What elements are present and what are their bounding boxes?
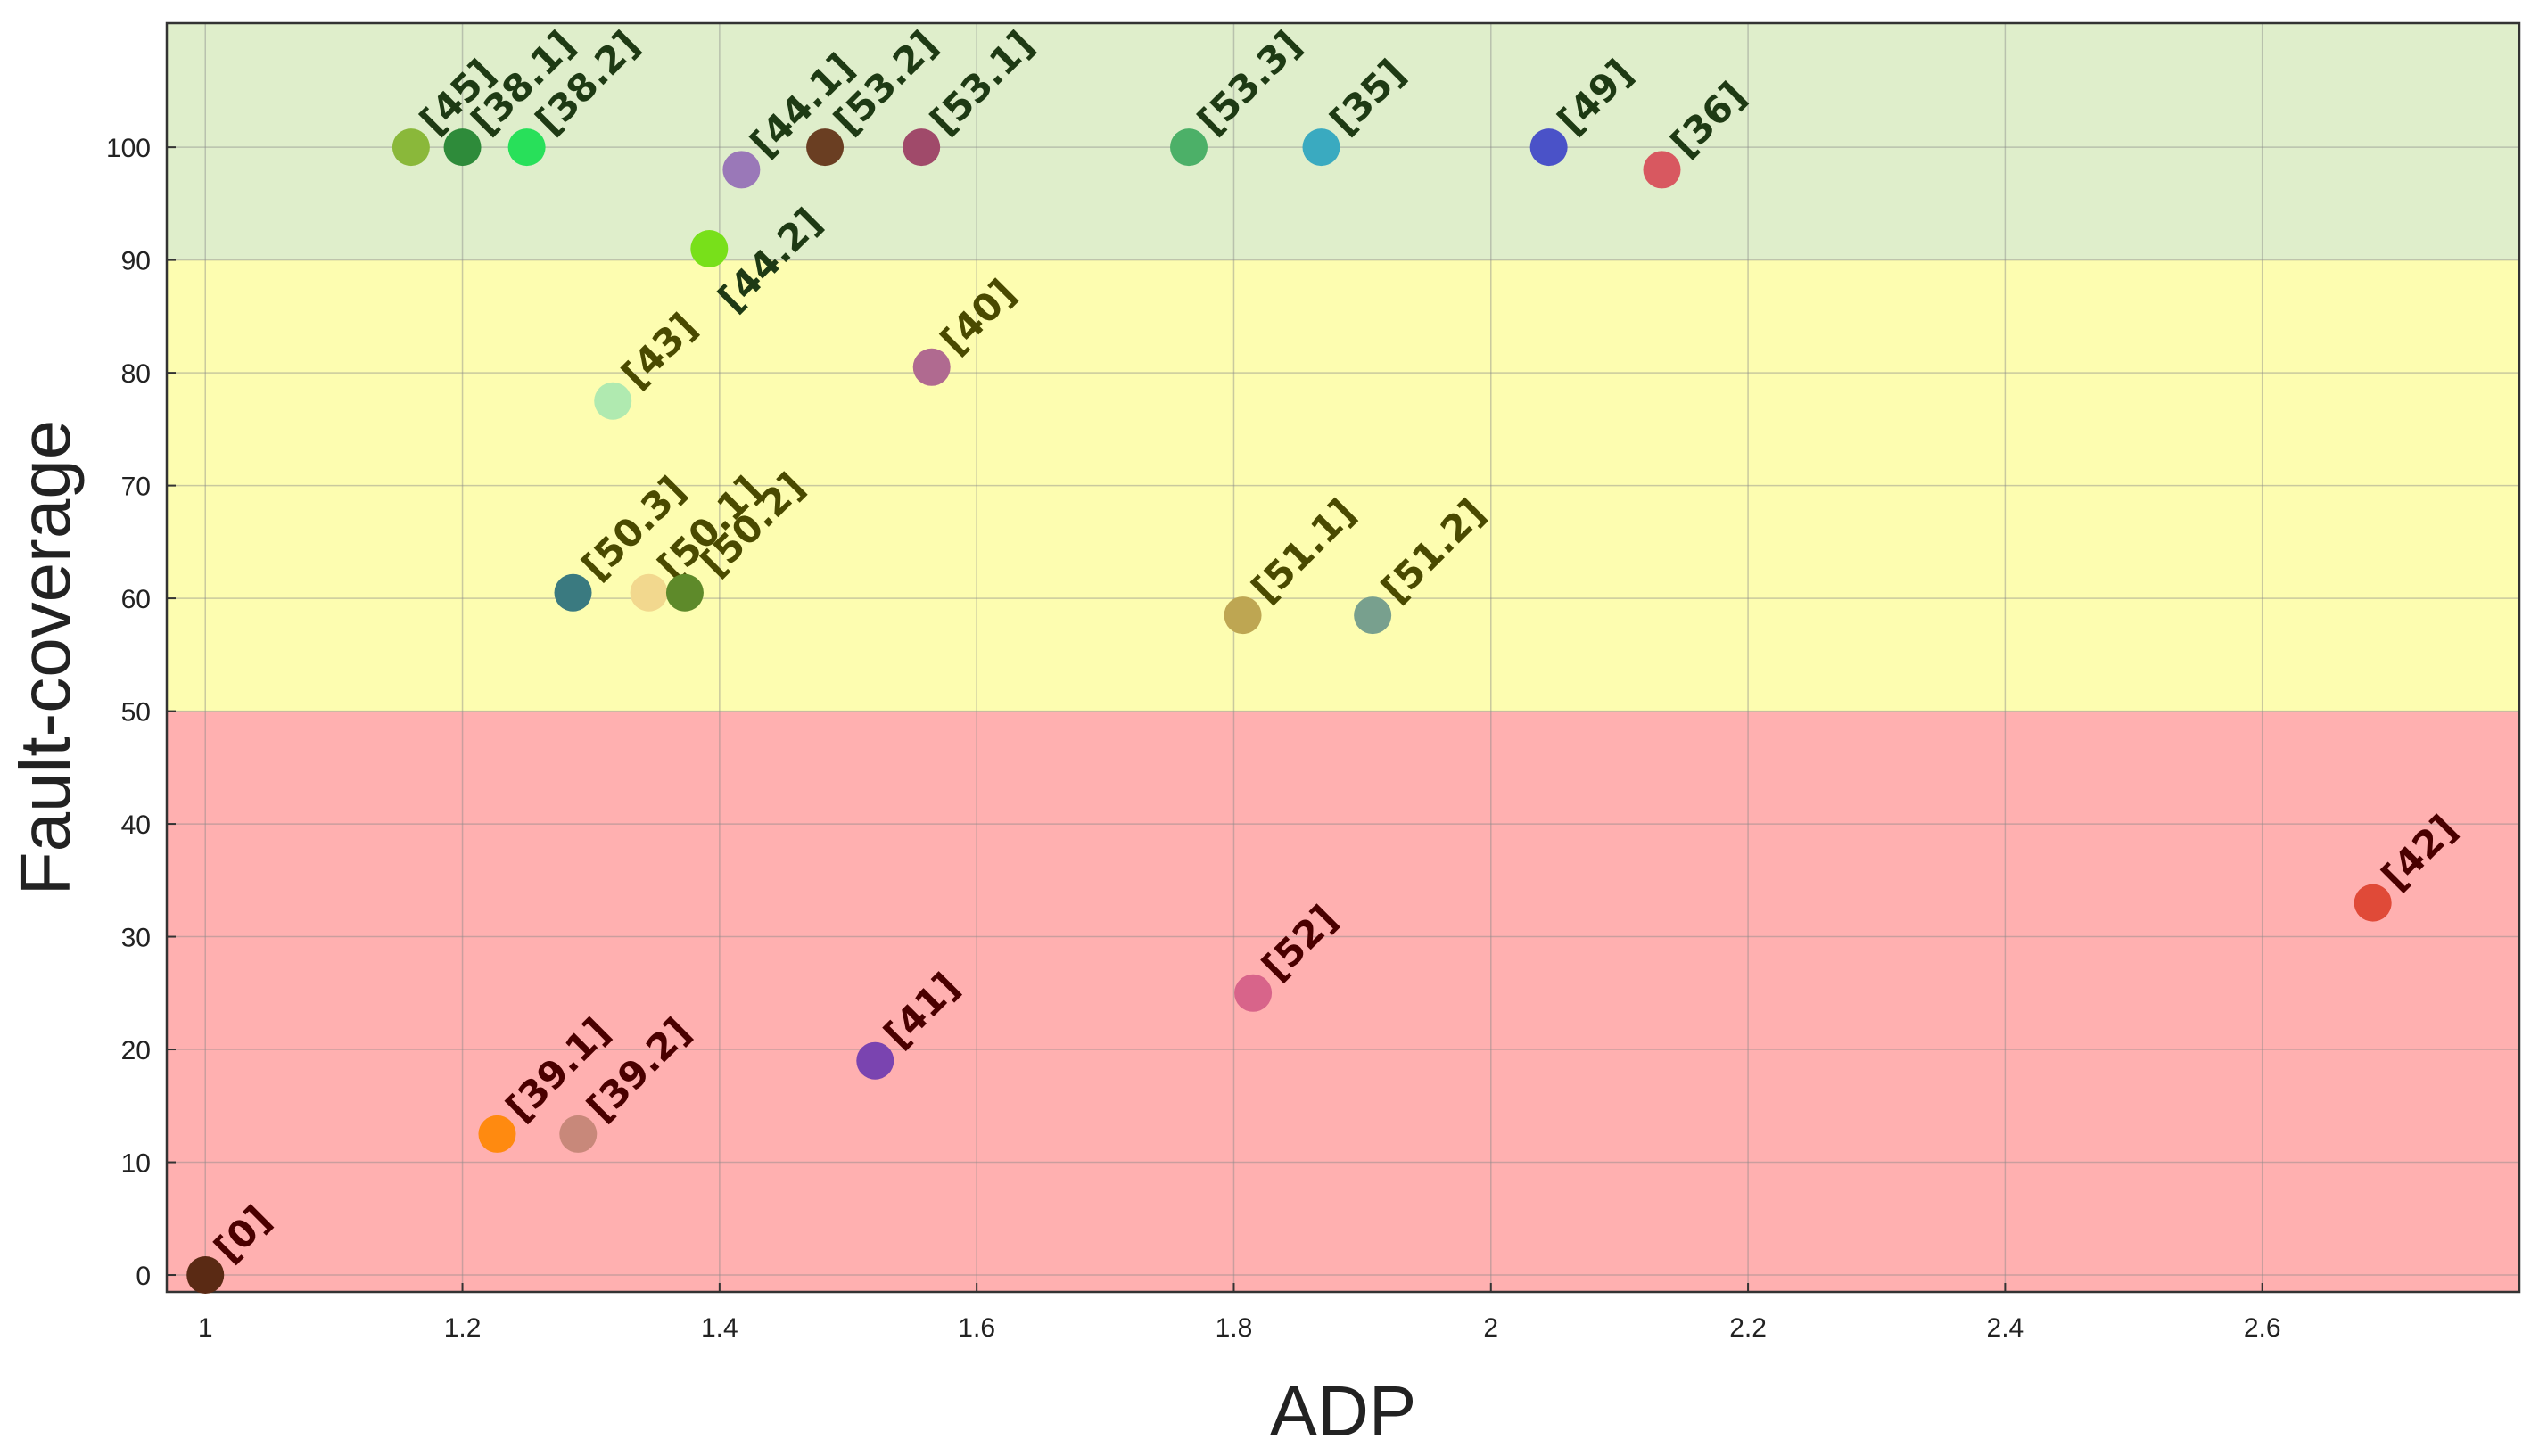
coverage-bands (167, 23, 2519, 1292)
point-marker (186, 1256, 225, 1295)
axis-ticks: 1 1.2 1.4 1.6 1.8 2 2.2 2.4 2.6 0 10 20 30 40 50 60 70 80… (106, 134, 2281, 1343)
plot-frame (165, 21, 2521, 1294)
point-marker (1170, 128, 1208, 167)
y-tick-label: 0 (136, 1262, 151, 1291)
point-marker (594, 382, 632, 420)
x-tick-label: 1.8 (1216, 1313, 1253, 1343)
band-low (167, 711, 2519, 1292)
point-marker (1529, 128, 1568, 167)
point-marker (443, 128, 482, 167)
point-marker (1234, 974, 1273, 1012)
point-marker (559, 1115, 598, 1153)
x-tick-label: 2.2 (1729, 1313, 1767, 1343)
x-axis-title: ADP (1270, 1371, 1417, 1451)
x-tick-label: 2.4 (1987, 1313, 2024, 1343)
band-high (167, 23, 2519, 260)
x-tick-label: 1.4 (701, 1313, 738, 1343)
y-tick-label: 20 (121, 1036, 151, 1065)
point-marker (1302, 128, 1340, 167)
y-tick-label: 80 (121, 359, 151, 389)
point-marker (665, 573, 704, 612)
point-marker (554, 573, 592, 612)
x-tick-label: 1.6 (958, 1313, 995, 1343)
point-marker (806, 128, 845, 167)
y-tick-label: 70 (121, 473, 151, 502)
point-marker (1354, 596, 1392, 635)
point-marker (856, 1041, 894, 1080)
y-tick-label: 60 (121, 585, 151, 614)
point-marker (1224, 596, 1262, 635)
x-tick-label: 2.6 (2244, 1313, 2281, 1343)
x-tick-label: 2 (1483, 1313, 1498, 1343)
y-axis-title: Fault-coverage (5, 420, 85, 896)
point-marker (2354, 884, 2392, 922)
point-marker (478, 1115, 516, 1153)
point-marker (507, 128, 546, 167)
y-tick-label: 100 (106, 134, 151, 163)
x-tick-label: 1 (198, 1313, 213, 1343)
point-marker (722, 151, 761, 189)
y-tick-label: 30 (121, 924, 151, 953)
point-marker (392, 128, 430, 167)
point-marker (1643, 151, 1681, 189)
point-marker (690, 229, 729, 267)
y-tick-label: 90 (121, 247, 151, 276)
point-marker (912, 348, 951, 386)
point-marker (630, 573, 668, 612)
band-medium (167, 259, 2519, 712)
y-tick-label: 50 (121, 698, 151, 728)
point-marker (903, 128, 941, 167)
y-tick-label: 10 (121, 1149, 151, 1179)
y-tick-label: 40 (121, 810, 151, 840)
x-tick-label: 1.2 (444, 1313, 482, 1343)
